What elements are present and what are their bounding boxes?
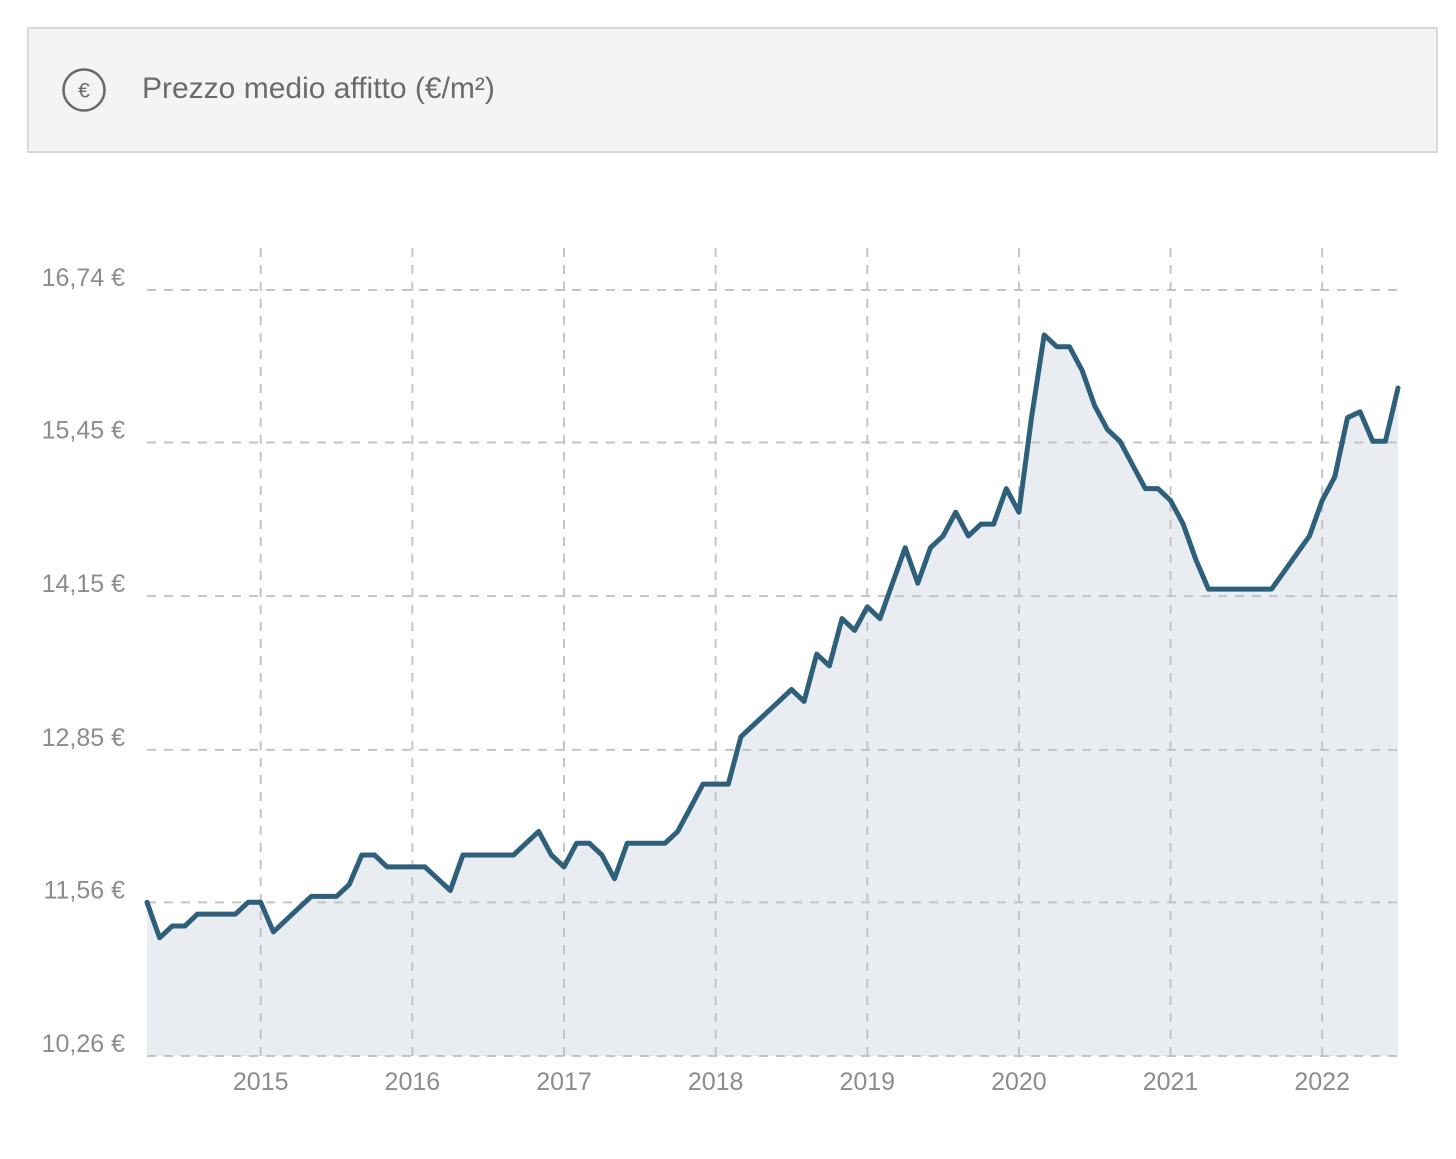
x-tick-label: 2017 [536, 1068, 592, 1096]
y-tick-label: 16,74 € [42, 264, 126, 292]
y-tick-label: 15,45 € [42, 416, 126, 444]
y-tick-label: 11,56 € [43, 876, 125, 904]
svg-text:€: € [78, 80, 90, 103]
x-tick-label: 2018 [688, 1068, 744, 1096]
x-tick-label: 2019 [839, 1068, 895, 1096]
y-tick-label: 12,85 € [42, 724, 126, 752]
chart-title: Prezzo medio affitto (€/m²) [142, 72, 495, 105]
x-tick-label: 2022 [1294, 1068, 1350, 1096]
euro-circle-icon: € [62, 68, 106, 112]
x-tick-label: 2016 [385, 1068, 441, 1096]
x-tick-label: 2020 [991, 1068, 1047, 1096]
x-tick-label: 2021 [1143, 1068, 1199, 1096]
y-tick-label: 10,26 € [42, 1030, 126, 1058]
x-tick-label: 2015 [233, 1068, 289, 1096]
y-tick-label: 14,15 € [42, 570, 126, 598]
series-area [147, 334, 1398, 1056]
series-line [144, 332, 1401, 941]
chart-header: € Prezzo medio affitto (€/m²) [27, 27, 1438, 153]
